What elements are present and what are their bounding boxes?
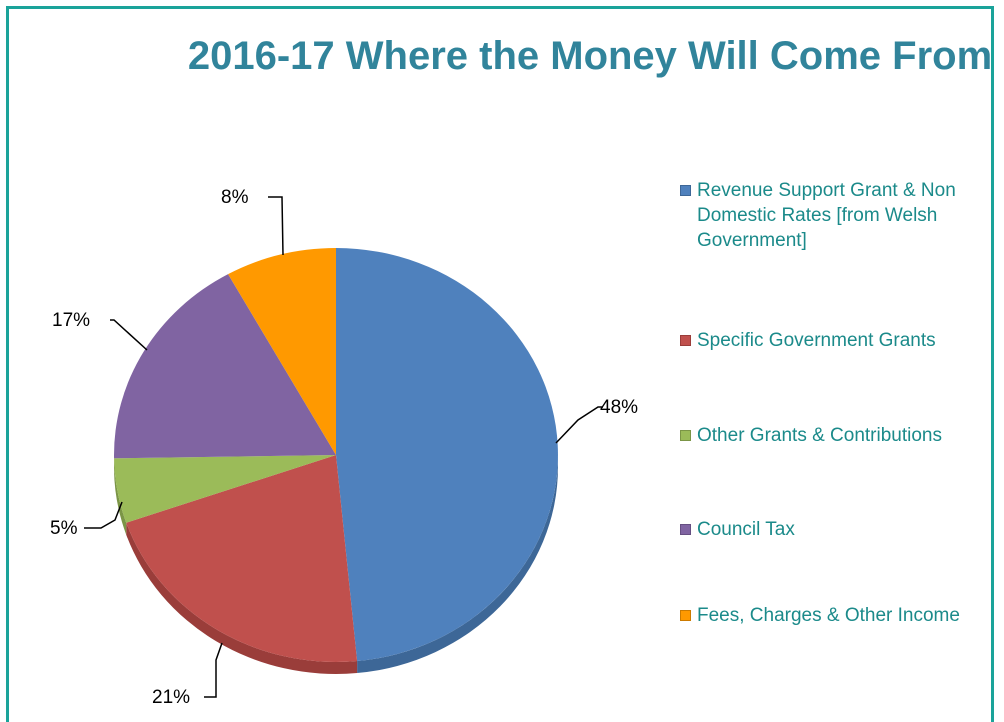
pie-slice bbox=[126, 455, 358, 662]
data-label: 21% bbox=[152, 687, 190, 708]
pie-slice bbox=[228, 248, 336, 455]
leader-line bbox=[555, 406, 603, 444]
leader-line bbox=[268, 196, 284, 256]
legend-item: Other Grants & Contributions bbox=[680, 423, 1000, 448]
legend-label: Specific Government Grants bbox=[697, 330, 936, 351]
legend-item: Specific Government Grants bbox=[680, 328, 1000, 353]
legend-item: Council Tax bbox=[680, 517, 1000, 542]
leader-line bbox=[84, 501, 123, 529]
pie-slice-side bbox=[126, 522, 358, 674]
legend-label: Other Grants & Contributions bbox=[697, 425, 942, 446]
legend-swatch bbox=[680, 430, 691, 441]
pie-slice bbox=[114, 274, 337, 459]
pie-slice bbox=[114, 455, 336, 523]
legend-swatch bbox=[680, 185, 691, 196]
legend-swatch bbox=[680, 335, 691, 346]
leader-line bbox=[204, 642, 223, 698]
legend-item: Fees, Charges & Other Income bbox=[680, 603, 1000, 628]
pie-slice bbox=[336, 248, 558, 662]
legend-label: Revenue Support Grant & Non Domestic Rat… bbox=[697, 180, 956, 251]
legend-label: Council Tax bbox=[697, 519, 795, 540]
chart-title: 2016-17 Where the Money Will Come From bbox=[187, 34, 993, 78]
data-label: 17% bbox=[52, 310, 90, 331]
pie-slice-side bbox=[357, 455, 558, 674]
legend-swatch bbox=[680, 610, 691, 621]
pie-slice-side bbox=[114, 458, 127, 535]
data-label: 8% bbox=[221, 187, 249, 208]
legend-item: Revenue Support Grant & Non Domestic Rat… bbox=[680, 178, 1000, 253]
data-label: 48% bbox=[600, 397, 638, 418]
legend-swatch bbox=[680, 524, 691, 535]
data-label: 5% bbox=[50, 518, 78, 539]
leader-line bbox=[110, 319, 148, 351]
legend-label: Fees, Charges & Other Income bbox=[697, 605, 960, 626]
